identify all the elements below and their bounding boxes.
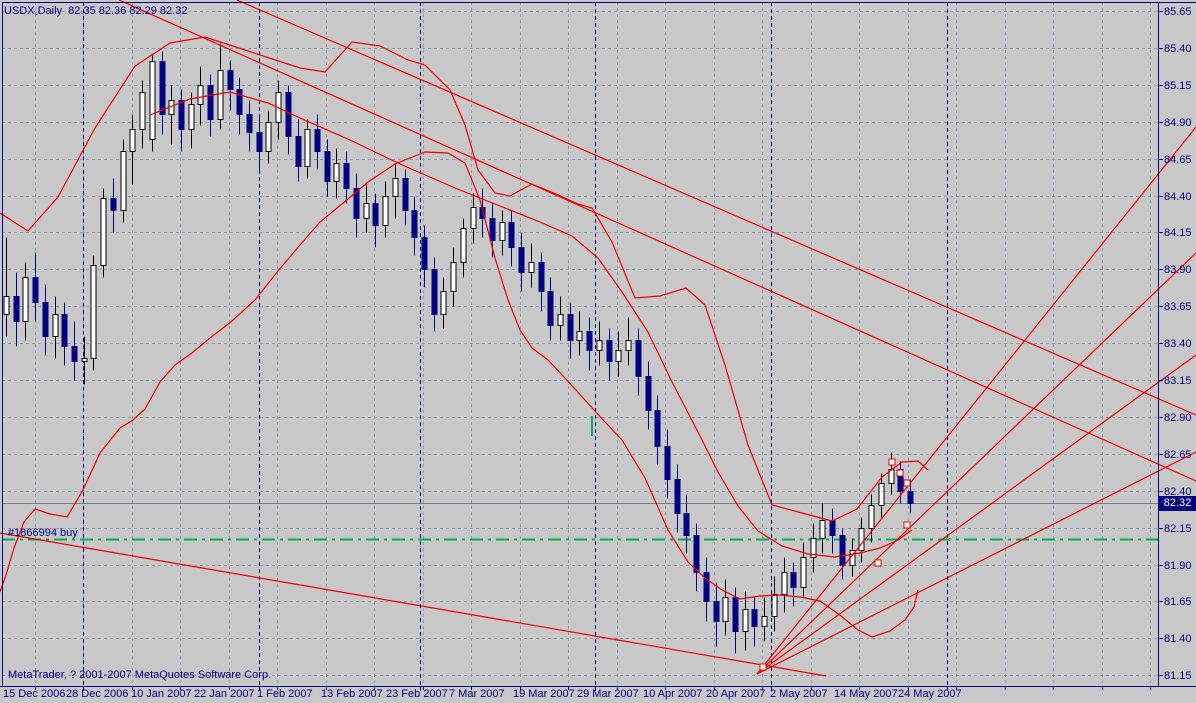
date-axis-label: 7 Mar 2007 bbox=[449, 688, 505, 700]
price-axis-label: 84.15 bbox=[1164, 226, 1192, 239]
date-axis-label: 24 May 2007 bbox=[898, 688, 962, 700]
price-axis-label: 84.40 bbox=[1164, 190, 1192, 203]
price-axis-label: 83.65 bbox=[1164, 300, 1192, 313]
date-axis-label: 1 Feb 2007 bbox=[257, 688, 313, 700]
date-axis-label: 10 Apr 2007 bbox=[643, 688, 703, 700]
watermark-text: MetaTrader, ? 2001-2007 MetaQuotes Softw… bbox=[8, 669, 272, 681]
date-axis-label: 2 May 2007 bbox=[770, 688, 828, 700]
price-axis-label: 85.15 bbox=[1164, 79, 1192, 92]
date-axis-label: 20 Apr 2007 bbox=[706, 688, 766, 700]
date-axis-label: 22 Jan 2007 bbox=[194, 688, 255, 700]
date-axis-label: 29 Mar 2007 bbox=[577, 688, 639, 700]
chart-title: USDX,Daily 82.35 82.36 82.29 82.32 bbox=[4, 5, 188, 17]
price-axis-label: 85.65 bbox=[1164, 5, 1192, 18]
price-axis-label: 84.90 bbox=[1164, 116, 1192, 129]
date-axis-label: 23 Feb 2007 bbox=[386, 688, 448, 700]
date-axis-label: 13 Feb 2007 bbox=[321, 688, 383, 700]
date-axis-label: 19 Mar 2007 bbox=[513, 688, 575, 700]
date-axis-label: 14 May 2007 bbox=[834, 688, 898, 700]
date-axis-label: 15 Dec 2006 bbox=[3, 688, 66, 700]
price-axis-label: 82.65 bbox=[1164, 448, 1192, 461]
price-axis-label: 84.65 bbox=[1164, 153, 1192, 166]
price-axis-label: 81.15 bbox=[1164, 669, 1192, 682]
date-axis-label: 28 Dec 2006 bbox=[66, 688, 129, 700]
price-axis-label: 82.40 bbox=[1164, 485, 1192, 498]
price-axis-label: 82.90 bbox=[1164, 411, 1192, 424]
order-line-label[interactable]: #1866994 buy bbox=[8, 527, 78, 539]
price-axis-label: 81.40 bbox=[1164, 632, 1192, 645]
price-axis-label: 81.90 bbox=[1164, 559, 1192, 572]
price-axis-label: 83.40 bbox=[1164, 337, 1192, 350]
price-axis-label: 83.15 bbox=[1164, 374, 1192, 387]
price-axis-label: 82.15 bbox=[1164, 522, 1192, 535]
date-axis-label: 10 Jan 2007 bbox=[131, 688, 192, 700]
price-axis-label: 83.90 bbox=[1164, 263, 1192, 276]
price-axis-label: 81.65 bbox=[1164, 595, 1192, 608]
price-axis-label: 85.40 bbox=[1164, 42, 1192, 55]
current-price-badge: 82.32 bbox=[1159, 495, 1196, 511]
